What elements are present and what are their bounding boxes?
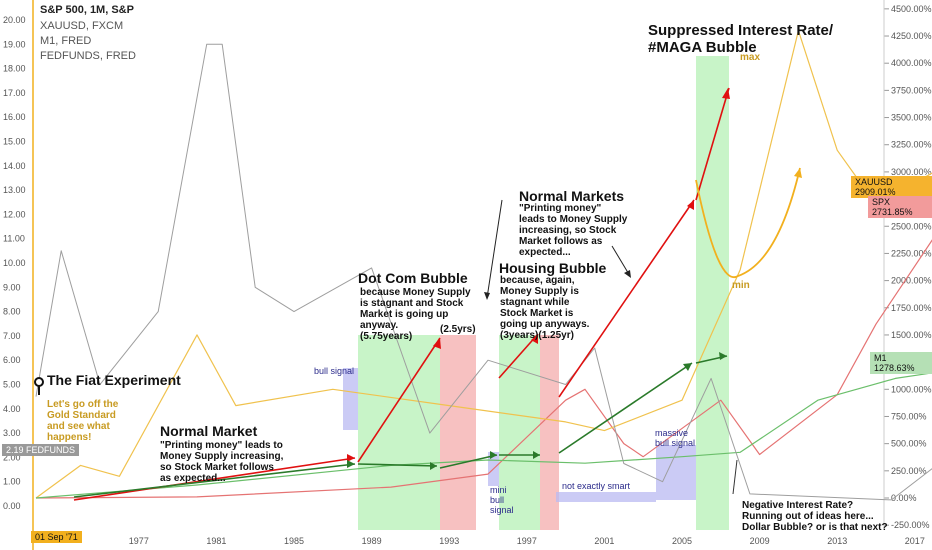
bull-signal-label: bull signal bbox=[314, 366, 355, 376]
x-axis-tick: 1977 bbox=[129, 536, 149, 546]
left-axis-tick: 7.00 bbox=[3, 331, 21, 341]
x-axis-tick: 1985 bbox=[284, 536, 304, 546]
m1-badge: M1 1278.63% bbox=[870, 352, 932, 374]
x-axis-tick: 2005 bbox=[672, 536, 692, 546]
x-axis-tick: 1981 bbox=[206, 536, 226, 546]
right-axis-tick: 1000.00% bbox=[891, 384, 932, 394]
legend-item-m1: M1, FRED bbox=[40, 35, 92, 47]
right-axis-tick: 0.00% bbox=[891, 493, 917, 503]
chart-legend-title: S&P 500, 1M, S&P bbox=[40, 4, 134, 16]
x-axis-tick: 2001 bbox=[594, 536, 614, 546]
right-axis-tick: 3500.00% bbox=[891, 113, 932, 123]
right-axis-tick: 2000.00% bbox=[891, 276, 932, 286]
trend-arrows bbox=[73, 87, 802, 501]
right-axis-tick: 2500.00% bbox=[891, 221, 932, 231]
right-axis-tick: 1750.00% bbox=[891, 303, 932, 313]
left-axis-tick: 4.00 bbox=[3, 404, 21, 414]
legend-item-fedfunds: FEDFUNDS, FRED bbox=[40, 50, 136, 62]
left-axis-tick: 18.00 bbox=[3, 64, 26, 74]
fedfunds-badge: 2.19 FEDFUNDS bbox=[2, 444, 80, 456]
left-axis-tick: 3.00 bbox=[3, 428, 21, 438]
dotcom-bubble-zone bbox=[358, 335, 440, 530]
left-axis-tick: 16.00 bbox=[3, 112, 26, 122]
spx-badge: SPX 2731.85% bbox=[868, 196, 932, 218]
left-axis-tick: 10.00 bbox=[3, 258, 26, 268]
maga-title: Suppressed Interest Rate/#MAGA Bubble bbox=[648, 22, 834, 56]
fiat-title: The Fiat Experiment bbox=[47, 372, 181, 388]
right-axis-tick: -250.00% bbox=[891, 520, 930, 530]
right-axis-tick: 4250.00% bbox=[891, 31, 932, 41]
left-axis-tick: 1.00 bbox=[3, 477, 21, 487]
x-axis-cursor-label: 01 Sep '71 bbox=[31, 531, 82, 543]
normal-markets-title: Normal Markets bbox=[519, 188, 625, 204]
series-line-fedfunds bbox=[35, 43, 932, 501]
left-axis-tick: 19.00 bbox=[3, 39, 26, 49]
maga-bubble-zone bbox=[696, 56, 729, 530]
pin-marker-icon bbox=[34, 377, 44, 395]
xauusd-badge: XAUUSD 2909.01% bbox=[851, 176, 932, 198]
not-smart-label: not exactly smart bbox=[562, 481, 631, 491]
dotcom-crash-zone bbox=[440, 335, 476, 530]
x-axis-tick: 2013 bbox=[827, 536, 847, 546]
right-axis-tick: 3000.00% bbox=[891, 167, 932, 177]
series-line-s-p-500 bbox=[35, 239, 932, 499]
fiat-subtitle: Let's go off the Gold Standard and see wha… bbox=[47, 399, 119, 443]
right-axis-tick: 4000.00% bbox=[891, 58, 932, 68]
housing-crash-zone bbox=[540, 335, 559, 530]
x-axis-tick: 2009 bbox=[750, 536, 770, 546]
left-axis-tick: 5.00 bbox=[3, 380, 21, 390]
negative-rate-text: Negative Interest Rate? Running out of id… bbox=[742, 500, 888, 533]
right-axis-tick: 3750.00% bbox=[891, 85, 932, 95]
right-axis-tick: 2250.00% bbox=[891, 248, 932, 258]
x-axis-tick: 1989 bbox=[362, 536, 382, 546]
max-label: max bbox=[740, 52, 761, 63]
left-axis-tick: 11.00 bbox=[3, 234, 25, 244]
right-axis-tick: 500.00% bbox=[891, 439, 927, 449]
left-axis-tick: 2.00 bbox=[3, 452, 21, 462]
dotcom-crash-duration: (2.5yrs) bbox=[440, 324, 476, 335]
legend-item-xauusd: XAUUSD, FXCM bbox=[40, 20, 124, 32]
min-label: min bbox=[732, 280, 750, 291]
left-axis-tick: 14.00 bbox=[3, 161, 26, 171]
housing-bubble-zone bbox=[499, 335, 540, 530]
normal-market-text: "Printing money" leads to Money Supply in… bbox=[160, 440, 284, 484]
left-axis-tick: 12.00 bbox=[3, 209, 26, 219]
housing-text: because, again, Money Supply is stagnant w… bbox=[500, 275, 590, 341]
dotcom-text: because Money Supply is stagnant and Stoc… bbox=[360, 287, 471, 342]
bull-signal-zone bbox=[343, 368, 358, 430]
right-axis-tick: 750.00% bbox=[891, 411, 927, 421]
x-axis-tick: 2017 bbox=[905, 536, 925, 546]
right-axis-tick: 1500.00% bbox=[891, 330, 932, 340]
left-axis-tick: 9.00 bbox=[3, 282, 21, 292]
normal-markets-text: "Printing money" leads to Money Supply inc… bbox=[519, 203, 628, 258]
left-axis-tick: 17.00 bbox=[3, 88, 26, 98]
left-axis-tick: 6.00 bbox=[3, 355, 21, 365]
housing-title: Housing Bubble bbox=[499, 260, 607, 276]
right-axis-tick: 4500.00% bbox=[891, 4, 932, 14]
left-axis-tick: 15.00 bbox=[3, 137, 26, 147]
series-group bbox=[35, 30, 932, 501]
x-axis-tick: 1993 bbox=[439, 536, 459, 546]
left-axis-tick: 8.00 bbox=[3, 307, 21, 317]
left-axis-tick: 0.00 bbox=[3, 501, 21, 511]
not-smart-zone bbox=[556, 492, 656, 502]
series-line-m1 bbox=[35, 372, 932, 499]
left-axis-tick: 13.00 bbox=[3, 185, 26, 195]
x-axis-tick: 1997 bbox=[517, 536, 537, 546]
right-axis-tick: 250.00% bbox=[891, 466, 927, 476]
normal-market-title: Normal Market bbox=[160, 423, 258, 439]
massive-bull-signal-label: massive bull signal bbox=[655, 428, 696, 448]
right-axis-tick: 3250.00% bbox=[891, 140, 932, 150]
mini-bull-signal-label: mini bull signal bbox=[490, 485, 514, 515]
left-axis-tick: 20.00 bbox=[3, 15, 26, 25]
dotcom-title: Dot Com Bubble bbox=[358, 270, 468, 286]
